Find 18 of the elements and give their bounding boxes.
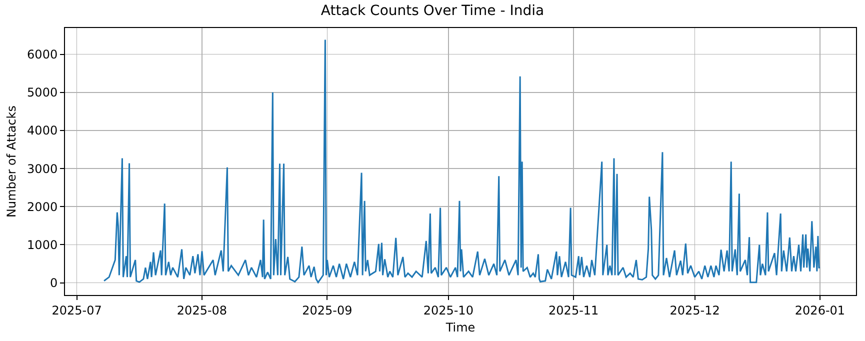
x-axis-title: Time: [444, 320, 476, 334]
chart-title: Attack Counts Over Time - India: [320, 2, 544, 19]
x-tick-label: 2025-08: [176, 303, 228, 318]
y-tick-label: 4000: [27, 124, 58, 138]
x-tick-label: 2025-10: [423, 303, 474, 318]
y-tick-label: 5000: [27, 86, 58, 100]
x-tick-label: 2025-09: [302, 303, 352, 318]
y-tick-label: 6000: [27, 47, 58, 62]
line-series: [103, 39, 821, 284]
y-tick-label: 1000: [27, 238, 58, 252]
x-tick-label: 2026-01: [794, 303, 846, 318]
x-tick-label: 2025-12: [670, 303, 720, 318]
y-tick-label: 3000: [27, 162, 58, 176]
y-tick-label: 0: [50, 276, 58, 290]
x-tick-label: 2025-07: [52, 303, 102, 318]
y-axis-title: Number of Attacks: [4, 106, 18, 218]
x-tick-label: 2025-11: [548, 303, 599, 318]
y-tick-label: 2000: [27, 200, 58, 214]
